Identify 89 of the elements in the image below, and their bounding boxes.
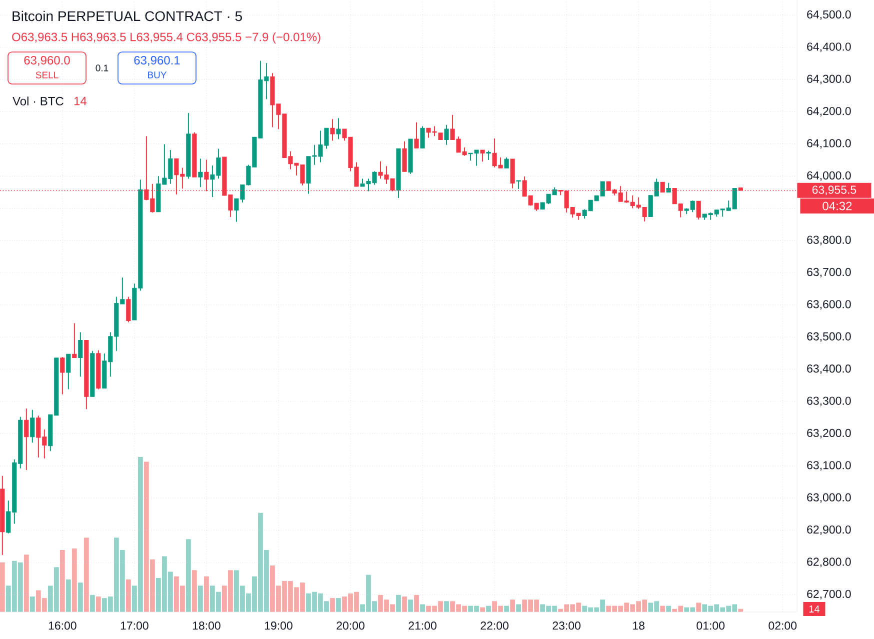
candlestick xyxy=(414,122,419,149)
candlestick xyxy=(444,124,449,146)
candlestick xyxy=(30,409,35,444)
candlestick xyxy=(78,332,83,378)
annotation: Vol · BTC xyxy=(12,96,64,106)
y-tick-label: 63,100.0 xyxy=(807,461,851,471)
x-tick-label: 20:00 xyxy=(336,622,364,630)
candlestick xyxy=(198,158,203,188)
y-tick-label: 63,200.0 xyxy=(807,428,851,438)
y-tick-label: 63,700.0 xyxy=(807,268,851,278)
bar xyxy=(696,602,702,612)
bar xyxy=(192,570,197,612)
candlestick xyxy=(402,140,407,172)
x-tick-label: 22:00 xyxy=(480,622,508,630)
x-tick-label: 16:00 xyxy=(48,622,76,630)
y-tick-label: 64,000.0 xyxy=(807,171,851,181)
y-tick-label: 63,400.0 xyxy=(807,364,851,374)
annotation: 14 xyxy=(74,96,87,106)
bar xyxy=(84,538,89,612)
bar xyxy=(402,596,407,612)
bar xyxy=(60,550,65,612)
bar xyxy=(90,594,95,612)
annotation: 63,960.1 xyxy=(134,56,180,66)
bar xyxy=(666,606,672,612)
candlestick xyxy=(72,322,77,358)
ref-line-label: 63,955.5 xyxy=(812,186,856,196)
text: 04:32 xyxy=(822,202,852,210)
bar xyxy=(126,579,131,612)
x-tick-label: 02:00 xyxy=(768,622,797,630)
candlestick xyxy=(330,118,335,142)
x-tick-label: 17:00 xyxy=(120,622,148,630)
bar xyxy=(330,598,335,612)
x-tick-label: 19:00 xyxy=(264,622,292,630)
y-tick-label: 62,700.0 xyxy=(807,590,851,600)
candlestick xyxy=(504,156,509,169)
bar xyxy=(408,600,413,612)
bar xyxy=(78,582,83,612)
bar xyxy=(516,604,521,612)
x-tick-label: 18 xyxy=(633,622,644,630)
bar xyxy=(24,554,29,612)
candlestick xyxy=(696,200,701,220)
y-tick-label: 63,300.0 xyxy=(807,396,851,406)
bar xyxy=(72,548,77,612)
bar xyxy=(486,606,491,612)
y-tick-label: 64,100.0 xyxy=(807,139,851,149)
candlestick xyxy=(336,118,341,140)
candlestick xyxy=(126,296,131,323)
annotation: 63,960.0 xyxy=(24,56,70,66)
bar xyxy=(186,539,191,612)
x-tick-label: 23:00 xyxy=(552,622,580,630)
candlestick xyxy=(486,150,491,160)
y-tick-label: 64,300.0 xyxy=(807,74,851,84)
annotation: SELL xyxy=(36,72,58,78)
x-tick-label: 21:00 xyxy=(408,622,436,630)
x-tick-label: 18:00 xyxy=(192,622,220,630)
annotation: BUY xyxy=(148,72,167,78)
candlestick xyxy=(24,408,29,471)
annotation: 0.1 xyxy=(96,64,108,72)
y-tick-label: 63,500.0 xyxy=(807,332,851,342)
bar xyxy=(198,586,203,612)
bar xyxy=(96,596,101,612)
y-tick-label: 64,400.0 xyxy=(807,42,851,52)
candlestick xyxy=(480,150,485,162)
y-tick-label: 64,200.0 xyxy=(807,106,851,116)
text: Bitcoin PERPETUAL CONTRACT · 5 xyxy=(12,10,242,22)
candlestick xyxy=(420,126,425,149)
y-tick-label: 64,500.0 xyxy=(807,10,851,20)
text: 14 xyxy=(809,606,820,612)
x-tick-label: 01:00 xyxy=(696,622,725,630)
bar xyxy=(510,600,515,612)
y-tick-label: 62,800.0 xyxy=(807,558,851,568)
y-tick-label: 63,800.0 xyxy=(807,236,851,246)
bar xyxy=(66,579,71,612)
annotation: O63,963.5 H63,963.5 L63,955.4 C63,955.5 −7.9 (−0.01%) xyxy=(12,32,320,44)
bar xyxy=(504,606,509,612)
bar xyxy=(396,594,401,612)
candlestick xyxy=(516,180,521,190)
bar xyxy=(336,598,341,612)
bar xyxy=(660,606,666,612)
y-tick-label: 63,000.0 xyxy=(807,493,851,503)
y-tick-label: 62,900.0 xyxy=(807,525,851,535)
bar xyxy=(444,601,449,612)
bar xyxy=(30,596,35,612)
y-tick-label: 63,600.0 xyxy=(807,300,851,310)
bar xyxy=(414,594,419,612)
bar xyxy=(0,562,5,612)
bar xyxy=(204,576,209,612)
candlestick xyxy=(60,356,65,395)
candlestick xyxy=(66,354,71,390)
